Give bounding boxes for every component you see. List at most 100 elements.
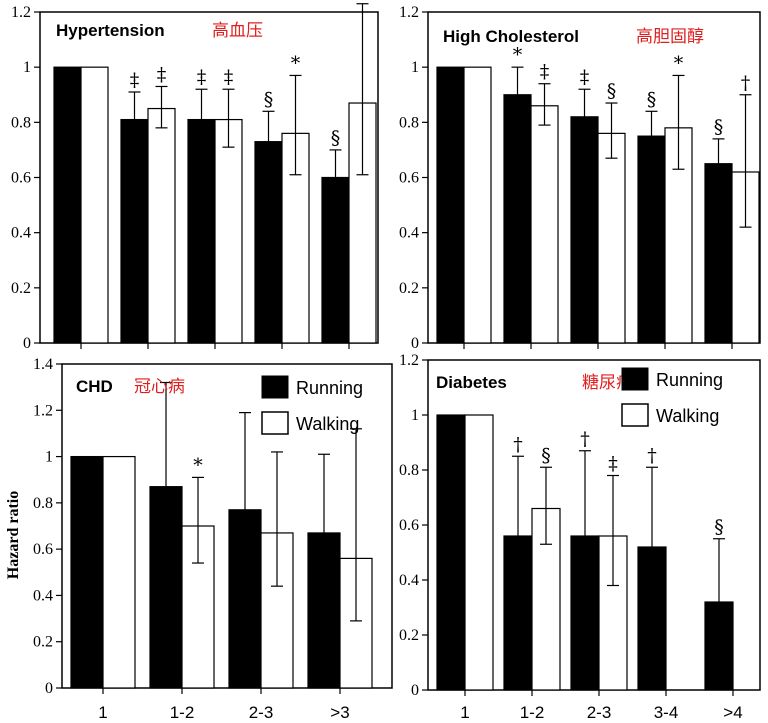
y-tick-label: 1: [45, 449, 53, 466]
y-tick-label: 1.2: [11, 4, 31, 21]
chart-chd: 0 0.2 0.4 0.6 0.8 1 1.2 1.4 * 1 1-2 2-3 >3 CHD 冠心病 Runn…: [33, 356, 393, 722]
significance-marker: †: [580, 428, 590, 450]
significance-marker: ‡: [130, 69, 140, 91]
bar-running-3: [637, 135, 666, 344]
x-tick-label: 1-2: [170, 703, 195, 722]
y-tick-label: 0.2: [399, 280, 419, 297]
y-tick-label: 0.6: [33, 541, 53, 558]
significance-marker: *: [513, 44, 523, 66]
significance-marker: §: [714, 116, 724, 138]
bar-walking-0: [80, 66, 109, 344]
x-tick-label: 1: [98, 703, 107, 722]
x-tick-label: >4: [723, 703, 742, 722]
bar-running-4: [704, 601, 734, 691]
bar-walking-0: [102, 455, 136, 689]
bar-running-0: [70, 455, 104, 689]
y-tick-label: 0: [23, 335, 31, 352]
y-tick-label: 1: [411, 59, 419, 76]
significance-marker: ‡: [608, 453, 618, 475]
significance-marker: §: [647, 88, 657, 110]
y-tick-label: 1.4: [33, 356, 53, 373]
y-tick-label: 0: [45, 680, 53, 697]
chart-title: Hypertension: [56, 21, 165, 40]
chart-hypertension: 0 0.2 0.4 0.6 0.8 1 1.2 ‡ ‡ ‡ ‡ § * § Hypertension 高血压: [11, 3, 379, 352]
bar-running-0: [436, 414, 466, 691]
x-tick-label: 2-3: [587, 703, 612, 722]
chart-high-cholesterol: 0 0.2 0.4 0.6 0.8 1 1.2 * ‡ ‡ § § * § † High Cholestero…: [399, 4, 761, 352]
legend-label-walking: Walking: [656, 406, 719, 426]
y-tick-label: 0.8: [399, 462, 419, 479]
y-tick-label: 0.2: [11, 280, 31, 297]
y-tick-label: 0.8: [399, 114, 419, 131]
bar-running-4: [704, 163, 733, 344]
y-axis-label: Hazard ratio: [5, 491, 22, 579]
y-tick-label: 1.2: [399, 4, 419, 21]
plot-frame: [61, 363, 393, 689]
bar-running-1: [149, 486, 183, 689]
y-tick-label: 0.4: [33, 587, 53, 604]
y-tick-label: 0.6: [11, 170, 31, 187]
bar-walking-0: [463, 66, 492, 344]
bar-walking-0: [464, 414, 494, 691]
y-tick-label: 0.6: [399, 517, 419, 534]
legend-swatch-running: [621, 367, 649, 391]
y-tick-label: 1.2: [399, 352, 419, 369]
y-tick-label: 0.4: [399, 225, 419, 242]
y-tick-label: 0.4: [399, 572, 419, 589]
chart-diabetes: 0 0.2 0.4 0.6 0.8 1 1.2 † § † ‡ † § 1 1-2 2-3 3-4 >4 Diabe…: [399, 352, 761, 722]
bar-running-3: [637, 546, 667, 691]
bar-running-1: [503, 535, 533, 691]
chart-title: Diabetes: [436, 373, 507, 392]
legend-swatch-walking: [621, 403, 649, 427]
y-tick-label: 0.6: [399, 170, 419, 187]
significance-marker: §: [331, 127, 341, 149]
significance-marker: †: [647, 444, 657, 466]
significance-marker: ‡: [197, 66, 207, 88]
chart-title-zh: 高血压: [212, 21, 263, 41]
significance-marker: *: [193, 454, 203, 476]
significance-marker: ‡: [157, 63, 167, 85]
y-tick-label: 1.2: [33, 402, 53, 419]
legend-label-running: Running: [656, 370, 723, 390]
bar-running-1: [120, 118, 149, 344]
x-tick-label: 1: [460, 703, 469, 722]
bar-running-1: [503, 94, 532, 344]
y-tick-label: 1: [23, 59, 31, 76]
y-tick-label: 0.2: [33, 634, 53, 651]
bar-running-4: [321, 176, 350, 344]
y-tick-label: 0.8: [11, 114, 31, 131]
y-tick-label: 0.2: [399, 627, 419, 644]
significance-marker: ‡: [580, 66, 590, 88]
significance-marker: †: [741, 72, 751, 94]
bar-walking-2: [214, 118, 243, 344]
significance-marker: ‡: [540, 61, 550, 83]
x-tick-label: >3: [330, 703, 349, 722]
bar-running-3: [254, 141, 283, 344]
y-tick-label: 0: [411, 335, 419, 352]
legend-swatch-walking: [261, 411, 289, 435]
significance-marker: §: [541, 444, 551, 466]
x-tick-label: 1-2: [520, 703, 545, 722]
significance-marker: §: [264, 88, 274, 110]
chart-title-zh: 冠心病: [134, 377, 185, 397]
bar-running-2: [187, 118, 216, 344]
x-tick-label: 3-4: [654, 703, 679, 722]
significance-marker: ‡: [224, 66, 234, 88]
bar-running-2: [228, 509, 262, 689]
bar-running-3: [307, 532, 341, 689]
significance-marker: *: [674, 52, 684, 74]
legend-swatch-running: [261, 375, 289, 399]
bar-running-2: [570, 116, 599, 344]
y-tick-label: 0: [411, 682, 419, 699]
y-tick-label: 0.8: [33, 495, 53, 512]
chart-title: CHD: [76, 377, 113, 396]
x-tick-label: 2-3: [249, 703, 274, 722]
significance-marker: §: [714, 516, 724, 538]
bar-walking-2: [597, 132, 626, 344]
bar-running-2: [570, 535, 600, 691]
legend-label-walking: Walking: [296, 414, 359, 434]
chart-title-zh: 高胆固醇: [636, 27, 704, 47]
chart-title: High Cholesterol: [443, 27, 579, 46]
significance-marker: †: [513, 433, 523, 455]
